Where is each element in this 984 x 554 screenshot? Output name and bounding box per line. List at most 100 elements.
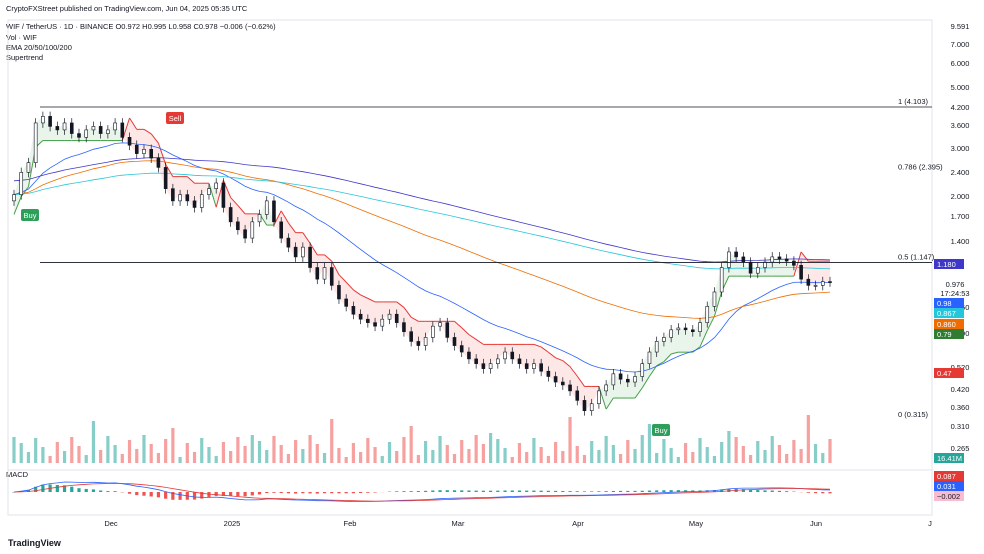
symbol-line[interactable]: WIF / TetherUS · 1D · BINANCE O0.972 H0.… [6, 22, 276, 31]
macd-bar [156, 492, 161, 498]
candle-body [748, 261, 753, 274]
ema-price-tag-label: 1.180 [937, 260, 956, 269]
price-axis-tick: 0.420 [951, 385, 970, 394]
candle-body [134, 144, 139, 154]
volume-bar [272, 436, 276, 463]
supertrend-fill-seg [736, 256, 744, 277]
candle-body [604, 384, 608, 392]
volume-bar [120, 454, 124, 463]
volume-bar [416, 455, 420, 463]
macd-legend[interactable]: MACD [6, 470, 29, 479]
supertrend-seg [713, 291, 723, 317]
volume-bar [633, 449, 637, 463]
macd-bar [741, 489, 745, 492]
supertrend-fill-seg [201, 183, 209, 195]
volume-bar [55, 442, 59, 463]
supertrend-fill-seg [71, 133, 79, 141]
ema-price-tag [934, 259, 964, 269]
macd-bar [727, 488, 731, 492]
price-axis-tick: 9.591 [951, 22, 970, 31]
macd-bar [229, 492, 233, 497]
supertrend-fill-seg [223, 180, 231, 222]
volume-bar [748, 455, 753, 463]
candle-body [474, 358, 478, 364]
supertrend-seg [186, 176, 195, 184]
volume-bar [380, 456, 384, 463]
candle-body [438, 322, 442, 327]
volume-bar [142, 435, 146, 463]
candle-body [192, 200, 197, 208]
candles [12, 111, 832, 416]
supertrend-fill-seg [346, 282, 354, 315]
volume-bar [243, 446, 247, 463]
fib-label: 0.786 (2.395) [898, 163, 943, 172]
supertrend-fill-seg [786, 261, 794, 277]
macd-bar [344, 492, 348, 494]
macd-bar [597, 491, 601, 492]
supertrend-fill-seg [115, 122, 123, 141]
supertrend-fill-seg [295, 232, 303, 257]
macd-tag-label: −0.002 [937, 492, 960, 501]
macd-bar [279, 492, 283, 494]
volume-bar [546, 456, 550, 463]
macd-bar [178, 492, 182, 500]
supertrend-seg [605, 397, 614, 410]
candle-body [185, 194, 190, 202]
volume-bar [135, 449, 139, 463]
supertrend-fill-seg [136, 129, 144, 154]
macd-bar [828, 492, 832, 494]
volume-bar [611, 445, 615, 463]
candle-body [380, 318, 385, 327]
candle-body [127, 137, 132, 146]
ema-legend[interactable]: EMA 20/50/100/200 [6, 43, 72, 52]
volume-bar [561, 451, 565, 463]
candle-body [409, 331, 413, 342]
macd-bar [532, 490, 536, 492]
supertrend-seg [280, 210, 289, 224]
signal-badge [166, 112, 184, 124]
supertrend-fill-seg [678, 327, 686, 353]
chart-frame [7, 19, 933, 516]
price-axis-tick: 4.200 [951, 103, 970, 112]
macd-bar [236, 492, 240, 497]
supertrend-fill-seg [476, 339, 484, 369]
price-axis-tick: 0.310 [951, 422, 970, 431]
supertrend-legend[interactable]: Supertrend [6, 53, 44, 62]
candle-body [553, 376, 558, 383]
supertrend-fill-seg [158, 143, 166, 189]
supertrend-fill-seg [512, 344, 520, 364]
candle-body [676, 327, 681, 331]
macd-bar [330, 492, 334, 494]
macd-bar [272, 492, 276, 493]
tradingview-logo[interactable]: TradingView [8, 538, 61, 548]
macd-bar [337, 492, 341, 494]
volume-bar [373, 447, 377, 463]
supertrend-fill-seg [497, 344, 506, 359]
supertrend-seg [13, 196, 22, 215]
volume-bar [770, 436, 774, 463]
candle-body [236, 221, 240, 230]
ema-price-tag-label: 0.79 [937, 330, 952, 339]
macd-bar [366, 492, 370, 493]
supertrend-fill [14, 116, 830, 411]
volume-bar [756, 441, 760, 463]
macd-bar [424, 490, 428, 492]
vol-legend[interactable]: Vol · WIF [6, 33, 37, 42]
supertrend-seg [143, 128, 152, 135]
candle-body [279, 221, 283, 239]
macd-bar [720, 489, 724, 492]
macd-bar [142, 492, 146, 496]
supertrend-seg [649, 365, 658, 377]
supertrend-seg [230, 197, 239, 206]
macd-bar [416, 491, 420, 492]
supertrend-fill-seg [382, 301, 390, 320]
macd-bar [806, 492, 810, 493]
supertrend-fill-seg [519, 344, 527, 369]
supertrend-seg [548, 351, 556, 359]
macd-bar [84, 488, 88, 492]
supertrend-fill-seg [635, 363, 643, 399]
supertrend-fill-seg [765, 256, 773, 277]
macd-bar [712, 490, 717, 492]
supertrend-fill-seg [273, 210, 282, 239]
